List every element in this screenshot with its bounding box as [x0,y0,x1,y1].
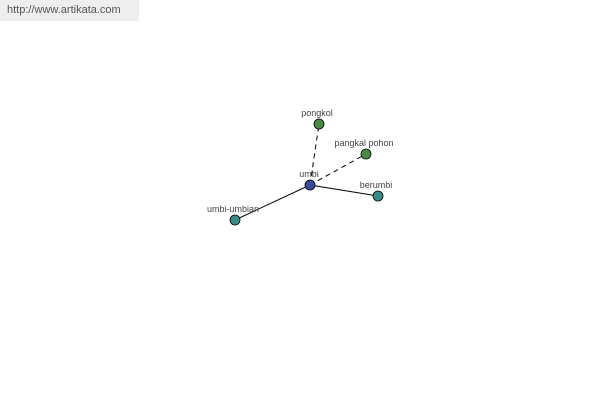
edge-pangkal-pohon [309,153,367,186]
node-berumbi[interactable]: berumbi [360,180,393,202]
node-umbi-umbian[interactable]: umbi-umbian [207,204,259,226]
node-pongkol[interactable]: pongkol [301,108,333,130]
watermark-url[interactable]: http://www.artikata.com [0,0,139,21]
edge-berumbi [309,184,379,197]
edge-umbi-umbian [234,184,311,221]
node-label: umbi-umbian [207,204,259,214]
node-label: umbi [299,169,319,179]
node-umbi-center[interactable]: umbi [299,169,319,191]
node-label: berumbi [360,180,393,190]
edge-pongkol [309,123,320,186]
node-label: pongkol [301,108,333,118]
node-label: pangkal pohon [334,138,393,148]
node-pangkal-pohon[interactable]: pangkal pohon [334,138,394,160]
